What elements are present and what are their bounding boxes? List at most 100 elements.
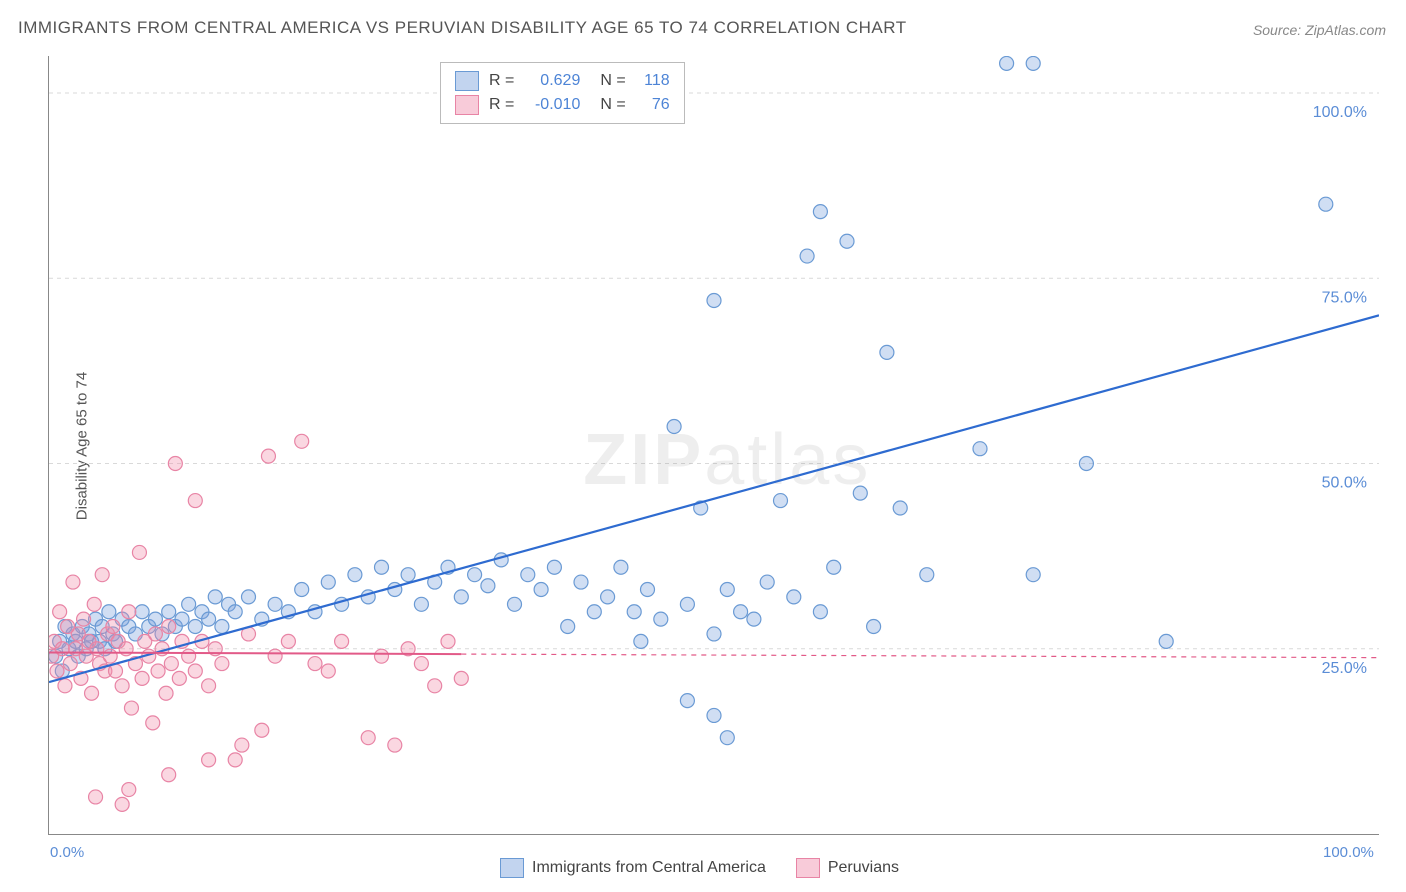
data-point bbox=[880, 345, 894, 359]
data-point bbox=[202, 679, 216, 693]
data-point bbox=[235, 738, 249, 752]
data-point bbox=[295, 434, 309, 448]
n-label: N = bbox=[600, 72, 625, 90]
data-point bbox=[601, 590, 615, 604]
data-point bbox=[893, 501, 907, 515]
data-point bbox=[680, 694, 694, 708]
data-point bbox=[164, 657, 178, 671]
watermark: ZIPatlas bbox=[583, 420, 871, 500]
data-point bbox=[124, 701, 138, 715]
data-point bbox=[146, 716, 160, 730]
data-point bbox=[255, 723, 269, 737]
data-point bbox=[508, 597, 522, 611]
data-point bbox=[281, 634, 295, 648]
data-point bbox=[634, 634, 648, 648]
data-point bbox=[720, 731, 734, 745]
data-point bbox=[454, 590, 468, 604]
data-point bbox=[295, 582, 309, 596]
data-point bbox=[89, 790, 103, 804]
data-point bbox=[481, 579, 495, 593]
data-point bbox=[66, 575, 80, 589]
data-point bbox=[182, 649, 196, 663]
data-point bbox=[827, 560, 841, 574]
data-point bbox=[587, 605, 601, 619]
x-tick-label: 100.0% bbox=[1323, 844, 1374, 861]
data-point bbox=[468, 568, 482, 582]
n-value: 118 bbox=[636, 72, 670, 90]
y-tick-label: 100.0% bbox=[1313, 104, 1367, 121]
data-point bbox=[720, 582, 734, 596]
data-point bbox=[614, 560, 628, 574]
scatter-plot: 25.0%50.0%75.0%100.0%ZIPatlas bbox=[48, 56, 1379, 835]
data-point bbox=[228, 605, 242, 619]
data-point bbox=[308, 657, 322, 671]
x-tick-label: 0.0% bbox=[50, 844, 84, 861]
data-point bbox=[132, 545, 146, 559]
data-point bbox=[547, 560, 561, 574]
data-point bbox=[148, 612, 162, 626]
data-point bbox=[734, 605, 748, 619]
series-legend: Immigrants from Central America Peruvians bbox=[500, 858, 899, 878]
n-label: N = bbox=[600, 96, 625, 114]
data-point bbox=[115, 797, 129, 811]
data-point bbox=[182, 597, 196, 611]
data-point bbox=[321, 575, 335, 589]
data-point bbox=[1026, 56, 1040, 70]
data-point bbox=[151, 664, 165, 678]
data-point bbox=[534, 582, 548, 596]
data-point bbox=[375, 560, 389, 574]
data-point bbox=[414, 597, 428, 611]
data-point bbox=[175, 612, 189, 626]
data-point bbox=[973, 442, 987, 456]
chart-source: Source: ZipAtlas.com bbox=[1253, 22, 1386, 38]
data-point bbox=[162, 768, 176, 782]
data-point bbox=[268, 649, 282, 663]
data-point bbox=[1026, 568, 1040, 582]
data-point bbox=[188, 664, 202, 678]
legend-swatch bbox=[796, 858, 820, 878]
data-point bbox=[414, 657, 428, 671]
data-point bbox=[707, 708, 721, 722]
data-point bbox=[95, 568, 109, 582]
data-point bbox=[428, 679, 442, 693]
data-point bbox=[920, 568, 934, 582]
regression-line-extrapolated bbox=[461, 654, 1379, 658]
n-value: 76 bbox=[636, 96, 670, 114]
data-point bbox=[215, 620, 229, 634]
data-point bbox=[654, 612, 668, 626]
legend-label: Immigrants from Central America bbox=[532, 859, 766, 877]
data-point bbox=[401, 568, 415, 582]
data-point bbox=[135, 671, 149, 685]
data-point bbox=[85, 686, 99, 700]
y-tick-label: 50.0% bbox=[1322, 475, 1367, 492]
legend-swatch bbox=[455, 71, 479, 91]
data-point bbox=[441, 634, 455, 648]
data-point bbox=[63, 657, 77, 671]
data-point bbox=[159, 686, 173, 700]
data-point bbox=[148, 627, 162, 641]
data-point bbox=[521, 568, 535, 582]
data-point bbox=[774, 494, 788, 508]
legend-label: Peruvians bbox=[828, 859, 899, 877]
data-point bbox=[454, 671, 468, 685]
data-point bbox=[853, 486, 867, 500]
data-point bbox=[335, 634, 349, 648]
data-point bbox=[115, 679, 129, 693]
data-point bbox=[188, 620, 202, 634]
data-point bbox=[122, 605, 136, 619]
data-point bbox=[361, 731, 375, 745]
data-point bbox=[707, 627, 721, 641]
data-point bbox=[840, 234, 854, 248]
data-point bbox=[667, 419, 681, 433]
data-point bbox=[122, 783, 136, 797]
legend-item: Peruvians bbox=[796, 858, 899, 878]
data-point bbox=[707, 294, 721, 308]
data-point bbox=[375, 649, 389, 663]
y-tick-label: 25.0% bbox=[1322, 660, 1367, 677]
data-point bbox=[202, 612, 216, 626]
data-point bbox=[641, 582, 655, 596]
data-point bbox=[1079, 457, 1093, 471]
data-point bbox=[1319, 197, 1333, 211]
data-point bbox=[103, 649, 117, 663]
legend-item: Immigrants from Central America bbox=[500, 858, 766, 878]
